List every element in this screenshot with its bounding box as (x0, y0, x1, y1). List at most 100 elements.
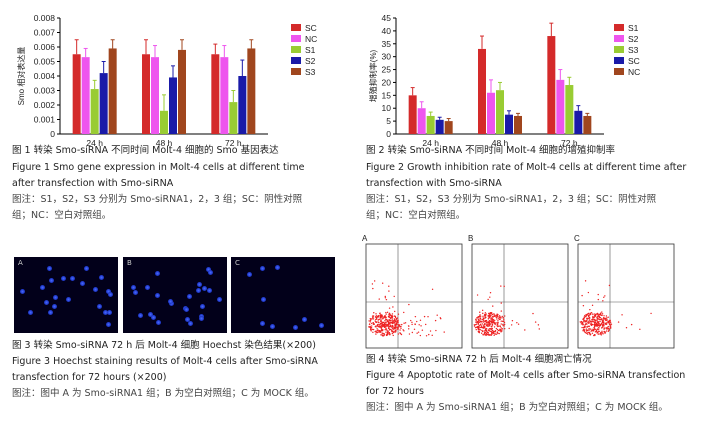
y-tick-label: 0.006 (34, 42, 56, 52)
event-dot (602, 323, 605, 326)
event-dot (630, 323, 633, 326)
event-dot (603, 328, 605, 330)
event-dot (385, 298, 388, 301)
event-dot (500, 327, 502, 329)
event-dot (603, 317, 606, 320)
event-dot (485, 332, 488, 335)
event-dot (378, 322, 380, 324)
event-dot (602, 333, 604, 335)
event-dot (392, 328, 395, 330)
hoechst-image-a: A (14, 257, 118, 333)
nucleus-dot (102, 310, 108, 316)
nucleus-dot (259, 265, 265, 271)
event-dot (600, 314, 602, 316)
event-dot (378, 326, 380, 328)
event-dot (491, 327, 493, 330)
event-dot (608, 284, 611, 287)
event-dot (428, 333, 430, 336)
event-dot (496, 325, 498, 327)
event-dot (474, 326, 477, 329)
event-dot (605, 322, 608, 324)
event-dot (498, 316, 500, 318)
figure1-caption-en-cont: after transfection with Smo-siRNA (12, 178, 174, 189)
bar (583, 115, 592, 134)
event-dot (589, 308, 591, 311)
event-dot (504, 315, 506, 317)
event-dot (388, 313, 390, 316)
nucleus-dot (207, 288, 213, 294)
legend-swatch (291, 68, 301, 75)
event-dot (490, 320, 493, 323)
event-dot (488, 322, 491, 324)
event-dot (378, 324, 380, 326)
event-dot (588, 320, 590, 322)
event-dot (490, 318, 492, 320)
nucleus-dot (319, 322, 325, 328)
event-dot (493, 313, 495, 315)
bar (151, 57, 159, 134)
event-dot (368, 326, 370, 328)
event-dot (385, 313, 387, 315)
nucleus-dot (151, 315, 157, 321)
event-dot (394, 321, 396, 323)
event-dot (583, 330, 586, 332)
event-dot (483, 314, 486, 317)
event-dot (490, 328, 492, 330)
panel-label: A (362, 234, 368, 243)
event-dot (588, 333, 591, 335)
event-dot (389, 324, 391, 326)
event-dot (475, 328, 477, 331)
event-dot (584, 324, 587, 326)
event-dot (370, 322, 373, 325)
event-dot (500, 302, 502, 304)
bar (229, 102, 238, 134)
event-dot (499, 325, 501, 327)
event-dot (397, 323, 400, 326)
event-dot (384, 316, 386, 319)
event-dot (488, 324, 491, 326)
event-dot (490, 317, 492, 319)
event-dot (375, 313, 377, 315)
event-dot (608, 323, 611, 326)
event-dot (604, 322, 607, 325)
nucleus-dot (49, 278, 55, 284)
event-dot (496, 331, 499, 334)
event-dot (421, 329, 424, 331)
figure3-caption-en: Figure 3 Hoechst staining results of Mol… (12, 356, 318, 367)
event-dot (368, 320, 370, 322)
event-dot (487, 323, 489, 326)
event-dot (383, 326, 385, 328)
event-dot (609, 322, 611, 324)
nucleus-dot (107, 309, 113, 315)
event-dot (496, 323, 499, 325)
event-dot (391, 321, 394, 323)
nucleus-dot (106, 321, 112, 327)
nucleus-dot (196, 288, 202, 294)
event-dot (602, 319, 604, 322)
event-dot (385, 325, 387, 328)
event-dot (417, 331, 420, 333)
event-dot (379, 314, 382, 316)
legend-swatch (614, 57, 624, 64)
event-dot (373, 323, 375, 325)
event-dot (584, 315, 587, 318)
event-dot (390, 328, 392, 331)
event-dot (605, 319, 607, 322)
event-dot (399, 325, 402, 328)
event-dot (481, 327, 484, 329)
event-dot (377, 325, 379, 328)
figure4-caption-zh: 图 4 转染 Smo-siRNA 72 h 后 Molt-4 细胞凋亡情况 (366, 354, 592, 365)
figure2-caption-zh: 图 2 转染 Smo-siRNA 不同时间 Molt-4 细胞的增殖抑制率 (366, 145, 616, 156)
y-tick-label: 0.004 (34, 71, 56, 81)
event-dot (502, 320, 505, 322)
event-dot (487, 318, 490, 320)
legend-swatch (614, 24, 624, 31)
event-dot (381, 317, 383, 319)
event-dot (372, 322, 375, 324)
event-dot (516, 322, 518, 324)
event-dot (625, 327, 628, 329)
event-dot (594, 315, 596, 317)
event-dot (607, 327, 609, 330)
event-dot (587, 314, 589, 317)
event-dot (483, 326, 485, 328)
